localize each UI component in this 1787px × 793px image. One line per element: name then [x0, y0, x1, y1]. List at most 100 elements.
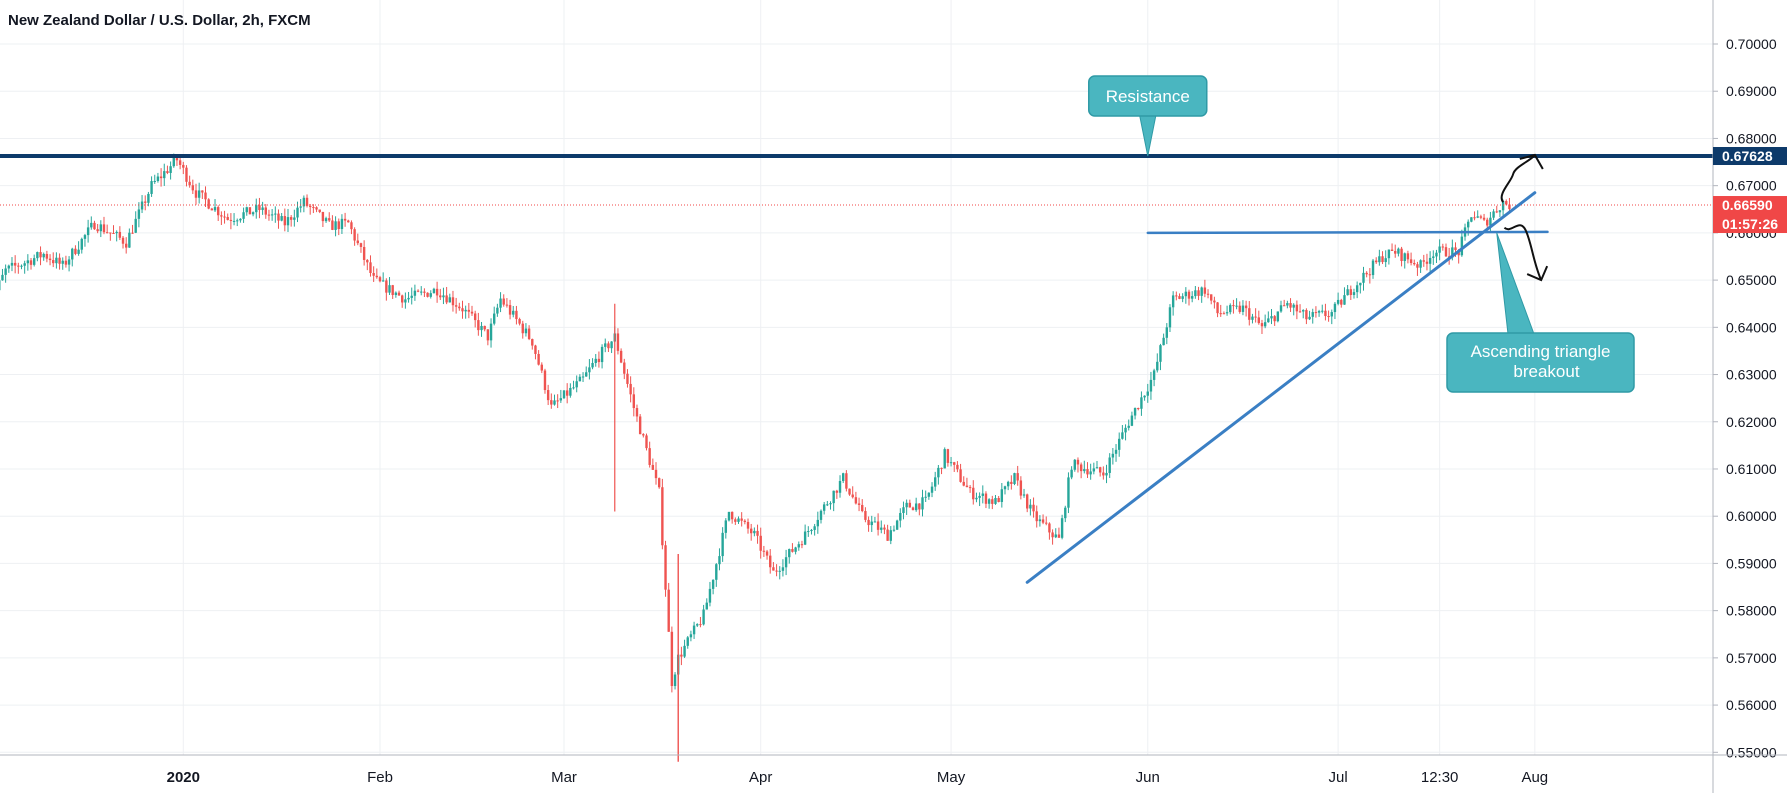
- candle-body: [334, 221, 337, 230]
- candle-body: [895, 520, 899, 530]
- candle-body: [178, 160, 182, 165]
- candle-body: [52, 260, 55, 264]
- candle-body: [1425, 261, 1429, 264]
- arrow-up-head: [1519, 153, 1544, 170]
- candle-body: [972, 487, 975, 500]
- candle-body: [381, 280, 385, 282]
- candle-body: [464, 309, 467, 312]
- candle-body: [10, 262, 14, 266]
- candle-body: [39, 252, 42, 258]
- candle-body: [699, 624, 702, 626]
- candle-body: [115, 231, 118, 234]
- countdown-label: 01:57:26: [1722, 216, 1778, 232]
- candle-body: [1479, 216, 1483, 218]
- candle-body: [940, 467, 943, 469]
- candle-body: [1378, 256, 1381, 263]
- candle-body: [619, 350, 623, 363]
- candle-body: [1092, 468, 1096, 472]
- candle-body: [67, 259, 71, 265]
- candle-body: [956, 464, 959, 470]
- candle-body: [293, 217, 296, 220]
- candle-body: [1038, 519, 1042, 522]
- candle-body: [48, 258, 52, 261]
- candle-body: [1302, 310, 1305, 312]
- candle-body: [71, 248, 74, 260]
- candle-body: [112, 233, 115, 235]
- candle-body: [578, 376, 582, 382]
- candle-body: [772, 567, 775, 571]
- x-tick-label: Jul: [1329, 769, 1348, 786]
- candle-body: [651, 464, 655, 470]
- candle-body: [670, 631, 674, 687]
- x-tick-label: May: [937, 769, 966, 786]
- candle-body: [1006, 481, 1010, 487]
- candle-body: [232, 220, 236, 222]
- candle-body: [369, 262, 372, 274]
- candle-body: [86, 227, 90, 236]
- candle-body: [565, 390, 569, 396]
- resistance-callout-text: Resistance: [1106, 87, 1190, 106]
- candle-body: [493, 313, 496, 324]
- candle-body: [1381, 256, 1384, 263]
- candle-body: [845, 473, 848, 489]
- candle-body: [1260, 323, 1264, 327]
- candle-body: [683, 645, 686, 657]
- resistance-price-tag: [1713, 147, 1787, 166]
- candle-body: [559, 398, 563, 401]
- candle-body: [718, 556, 721, 565]
- candle-body: [930, 486, 934, 493]
- y-tick-label: 0.64000: [1726, 319, 1777, 335]
- candle-body: [1187, 291, 1191, 299]
- y-tick-label: 0.58000: [1726, 603, 1777, 619]
- candle-body: [1105, 472, 1108, 476]
- candle-body: [876, 521, 880, 530]
- candle-body: [324, 218, 328, 222]
- candle-body: [124, 243, 128, 248]
- candle-body: [527, 328, 531, 340]
- candle-body: [1140, 397, 1143, 409]
- candle-body: [61, 260, 64, 264]
- candle-body: [819, 510, 823, 520]
- candle-body: [680, 654, 683, 657]
- candle-body: [337, 221, 340, 230]
- candle-body: [1162, 337, 1165, 346]
- breakout-callout-text: Ascending triangle: [1471, 342, 1611, 361]
- candle-body: [826, 504, 829, 506]
- candle-body: [280, 216, 283, 221]
- candle-body: [921, 497, 924, 510]
- candle-body: [784, 557, 788, 568]
- candle-body: [480, 325, 483, 331]
- candle-body: [642, 434, 645, 436]
- candle-body: [248, 207, 252, 215]
- candle-body: [987, 499, 991, 504]
- candle-body: [1276, 311, 1280, 322]
- candle-body: [1032, 504, 1035, 512]
- candle-body: [439, 295, 442, 298]
- candle-body: [461, 308, 464, 312]
- candle-body: [994, 498, 997, 504]
- candle-body: [762, 550, 766, 552]
- resistance-callout: [1088, 75, 1208, 117]
- arrow-up-path: [1500, 154, 1536, 203]
- candle-body: [312, 207, 315, 209]
- candle-body: [737, 518, 740, 522]
- y-tick-label: 0.57000: [1726, 650, 1777, 666]
- price-axis: 0.700000.690000.680000.670000.660000.650…: [1712, 0, 1787, 793]
- y-tick-label: 0.63000: [1726, 367, 1777, 383]
- candle-body: [45, 253, 49, 259]
- candle-body: [55, 257, 58, 264]
- candle-body: [673, 674, 677, 687]
- candle-body: [892, 529, 896, 531]
- candle-body: [420, 291, 423, 293]
- candle-body: [1146, 391, 1149, 396]
- candle-body: [448, 297, 451, 303]
- candle-body: [661, 487, 664, 546]
- candle-body: [1, 274, 4, 281]
- candle-body: [899, 513, 902, 521]
- candle-body: [1114, 449, 1118, 454]
- candle-body: [610, 341, 613, 349]
- candle-body: [1152, 370, 1156, 380]
- candle-body: [83, 235, 87, 239]
- candle-body: [515, 310, 518, 320]
